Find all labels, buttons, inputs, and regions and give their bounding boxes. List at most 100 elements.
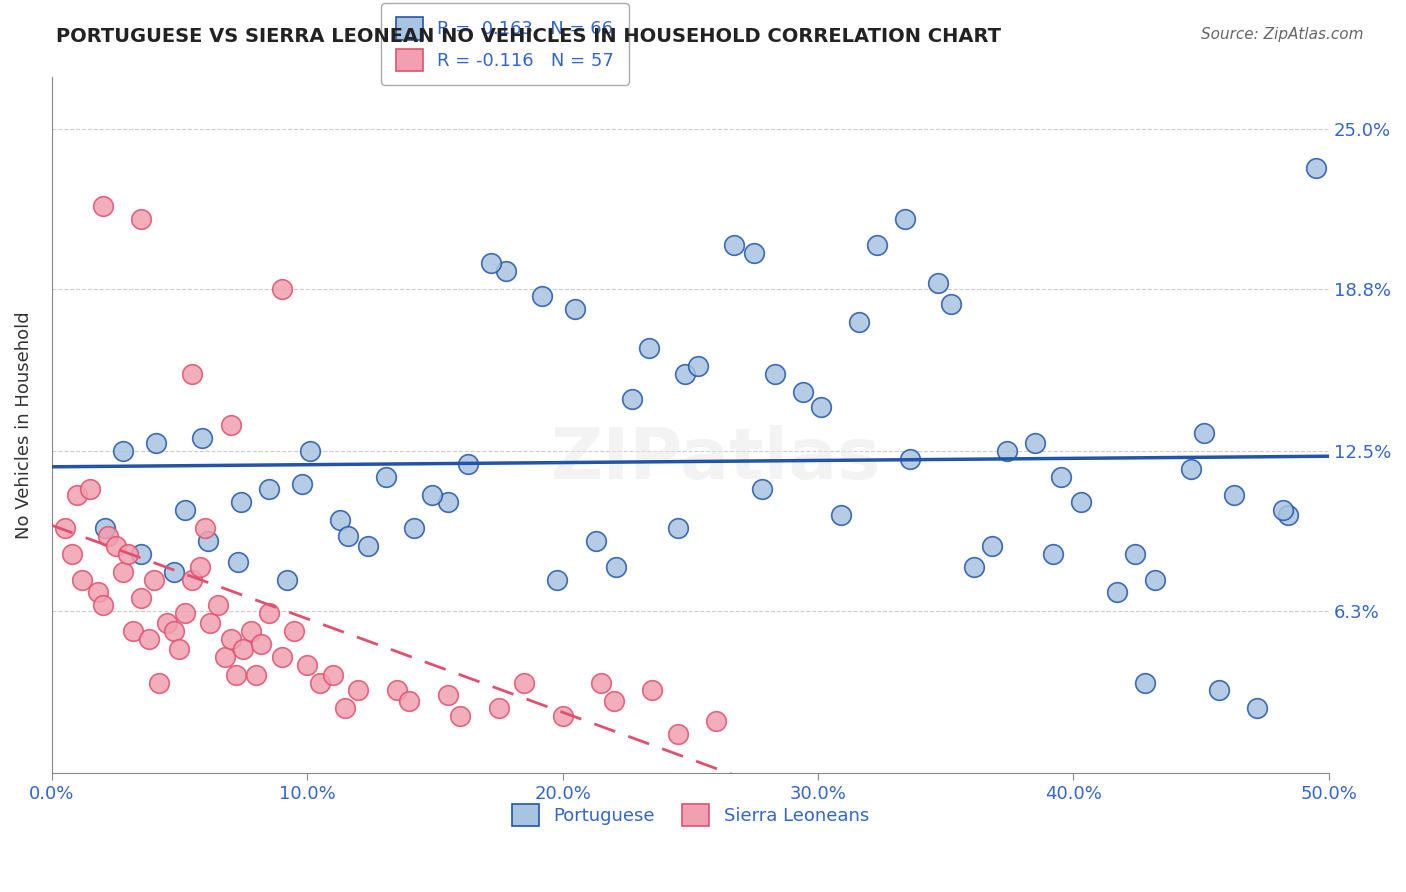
- Point: [117, 547, 139, 561]
- Point: [1271, 503, 1294, 517]
- Point: [531, 289, 554, 303]
- Point: [995, 443, 1018, 458]
- Point: [1246, 701, 1268, 715]
- Point: [245, 668, 267, 682]
- Point: [66, 488, 89, 502]
- Point: [60, 547, 83, 561]
- Point: [375, 469, 398, 483]
- Point: [792, 384, 814, 399]
- Point: [898, 451, 921, 466]
- Point: [723, 237, 745, 252]
- Point: [605, 559, 627, 574]
- Point: [457, 457, 479, 471]
- Point: [763, 367, 786, 381]
- Point: [207, 599, 229, 613]
- Point: [1024, 436, 1046, 450]
- Point: [385, 683, 408, 698]
- Point: [398, 693, 420, 707]
- Point: [240, 624, 263, 639]
- Point: [129, 547, 152, 561]
- Point: [449, 709, 471, 723]
- Point: [1042, 547, 1064, 561]
- Point: [112, 443, 135, 458]
- Point: [866, 237, 889, 252]
- Point: [1105, 585, 1128, 599]
- Point: [79, 483, 101, 497]
- Point: [53, 521, 76, 535]
- Point: [72, 573, 94, 587]
- Point: [1070, 495, 1092, 509]
- Point: [1277, 508, 1299, 523]
- Point: [638, 341, 661, 355]
- Point: [666, 727, 689, 741]
- Point: [347, 683, 370, 698]
- Point: [479, 256, 502, 270]
- Point: [129, 212, 152, 227]
- Point: [329, 513, 352, 527]
- Point: [194, 521, 217, 535]
- Point: [589, 675, 612, 690]
- Point: [181, 573, 204, 587]
- Point: [219, 632, 242, 646]
- Point: [810, 400, 832, 414]
- Point: [666, 521, 689, 535]
- Legend: Portuguese, Sierra Leoneans: Portuguese, Sierra Leoneans: [505, 797, 876, 833]
- Point: [97, 529, 120, 543]
- Point: [1223, 488, 1246, 502]
- Point: [298, 443, 321, 458]
- Point: [181, 367, 204, 381]
- Point: [163, 624, 186, 639]
- Point: [112, 565, 135, 579]
- Point: [980, 539, 1002, 553]
- Point: [91, 599, 114, 613]
- Point: [163, 565, 186, 579]
- Point: [197, 533, 219, 548]
- Point: [257, 606, 280, 620]
- Point: [229, 495, 252, 509]
- Point: [169, 642, 191, 657]
- Point: [751, 483, 773, 497]
- Y-axis label: No Vehicles in Household: No Vehicles in Household: [15, 311, 32, 539]
- Point: [250, 637, 273, 651]
- Point: [257, 483, 280, 497]
- Point: [198, 616, 221, 631]
- Point: [547, 573, 569, 587]
- Point: [138, 632, 160, 646]
- Point: [1208, 683, 1230, 698]
- Point: [214, 649, 236, 664]
- Point: [686, 359, 709, 373]
- Point: [513, 675, 536, 690]
- Point: [551, 709, 574, 723]
- Point: [91, 199, 114, 213]
- Point: [142, 573, 165, 587]
- Point: [704, 714, 727, 729]
- Text: ZIPatlas: ZIPatlas: [551, 425, 882, 494]
- Point: [295, 657, 318, 672]
- Point: [436, 495, 458, 509]
- Point: [173, 503, 195, 517]
- Point: [226, 555, 249, 569]
- Point: [104, 539, 127, 553]
- Point: [173, 606, 195, 620]
- Point: [495, 263, 517, 277]
- Text: PORTUGUESE VS SIERRA LEONEAN NO VEHICLES IN HOUSEHOLD CORRELATION CHART: PORTUGUESE VS SIERRA LEONEAN NO VEHICLES…: [56, 27, 1001, 45]
- Point: [1133, 675, 1156, 690]
- Point: [322, 668, 344, 682]
- Point: [191, 431, 214, 445]
- Point: [602, 693, 624, 707]
- Point: [291, 477, 314, 491]
- Point: [939, 297, 962, 311]
- Point: [404, 521, 426, 535]
- Point: [129, 591, 152, 605]
- Point: [276, 573, 298, 587]
- Point: [148, 675, 170, 690]
- Text: Source: ZipAtlas.com: Source: ZipAtlas.com: [1201, 27, 1364, 42]
- Point: [337, 529, 360, 543]
- Point: [232, 642, 254, 657]
- Point: [145, 436, 167, 450]
- Point: [488, 701, 510, 715]
- Point: [927, 277, 949, 291]
- Point: [641, 683, 664, 698]
- Point: [188, 559, 211, 574]
- Point: [335, 701, 357, 715]
